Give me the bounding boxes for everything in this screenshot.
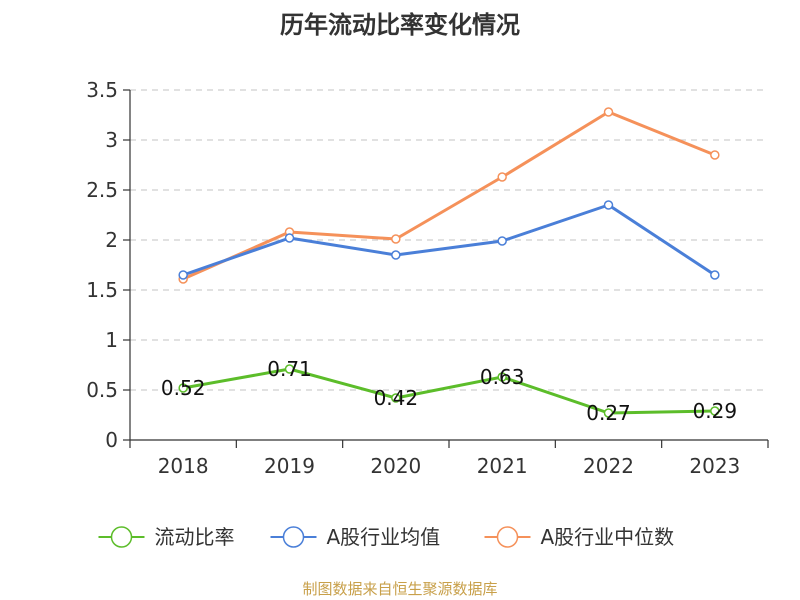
data-point	[603, 107, 614, 117]
axes: 0 0.5 1 1.5 2 2.5 3 3.5 2018 2019 2020 2021 2022 2023	[86, 78, 769, 478]
y-tick-label: 1	[105, 328, 118, 352]
grid	[130, 89, 768, 391]
x-tick-label: 2023	[689, 454, 740, 478]
y-tick-label: 2	[105, 228, 118, 252]
data-label: 0.63	[480, 365, 525, 389]
data-label: 0.42	[374, 386, 419, 410]
data-point	[710, 150, 720, 160]
data-point	[497, 172, 507, 182]
series-line	[182, 203, 716, 277]
y-tick-label: 0.5	[86, 378, 118, 402]
legend-marker	[282, 526, 305, 548]
data-label: 0.71	[267, 357, 312, 381]
x-tick-label: 2022	[583, 454, 634, 478]
legend: 流动比率 A股行业均值 A股行业中位数	[98, 525, 675, 549]
x-tick-label: 2018	[158, 454, 209, 478]
data-point	[178, 270, 188, 280]
data-point	[603, 408, 614, 418]
source-note: 制图数据来自恒生聚源数据库	[302, 580, 497, 598]
data-label: 0.29	[693, 399, 738, 423]
x-tick-label: 2019	[264, 454, 315, 478]
data-point	[391, 234, 401, 244]
legend-label: A股行业中位数	[541, 525, 675, 549]
data-point	[391, 393, 401, 403]
x-tick-label: 2021	[477, 454, 528, 478]
x-tick-label: 2020	[370, 454, 421, 478]
y-tick-label: 0	[105, 428, 118, 452]
data-point	[497, 236, 507, 246]
data-point	[710, 406, 720, 416]
legend-item[interactable]: A股行业均值	[270, 525, 441, 549]
legend-label: 流动比率	[155, 525, 235, 549]
data-labels: 0.52 0.71 0.42 0.63 0.27 0.29	[161, 357, 737, 425]
data-point	[284, 233, 295, 243]
chart-title: 历年流动比率变化情况	[280, 11, 520, 39]
legend-item[interactable]: 流动比率	[98, 525, 235, 549]
y-tick-label: 3.5	[86, 78, 118, 102]
legend-item[interactable]: A股行业中位数	[484, 525, 675, 549]
data-point	[284, 364, 295, 374]
data-point	[710, 270, 720, 280]
legend-marker	[496, 526, 519, 548]
data-point	[178, 383, 188, 393]
y-tick-label: 2.5	[86, 178, 118, 202]
y-tick-label: 3	[105, 128, 118, 152]
data-point	[603, 200, 614, 210]
legend-marker	[110, 526, 133, 548]
y-tick-label: 1.5	[86, 278, 118, 302]
series-line	[182, 110, 716, 281]
plot-area	[178, 107, 720, 418]
data-point	[391, 250, 401, 260]
legend-label: A股行业均值	[327, 525, 441, 549]
data-label: 0.27	[586, 401, 631, 425]
series-line	[182, 367, 715, 415]
data-point	[497, 372, 507, 382]
data-label: 0.52	[161, 376, 206, 400]
